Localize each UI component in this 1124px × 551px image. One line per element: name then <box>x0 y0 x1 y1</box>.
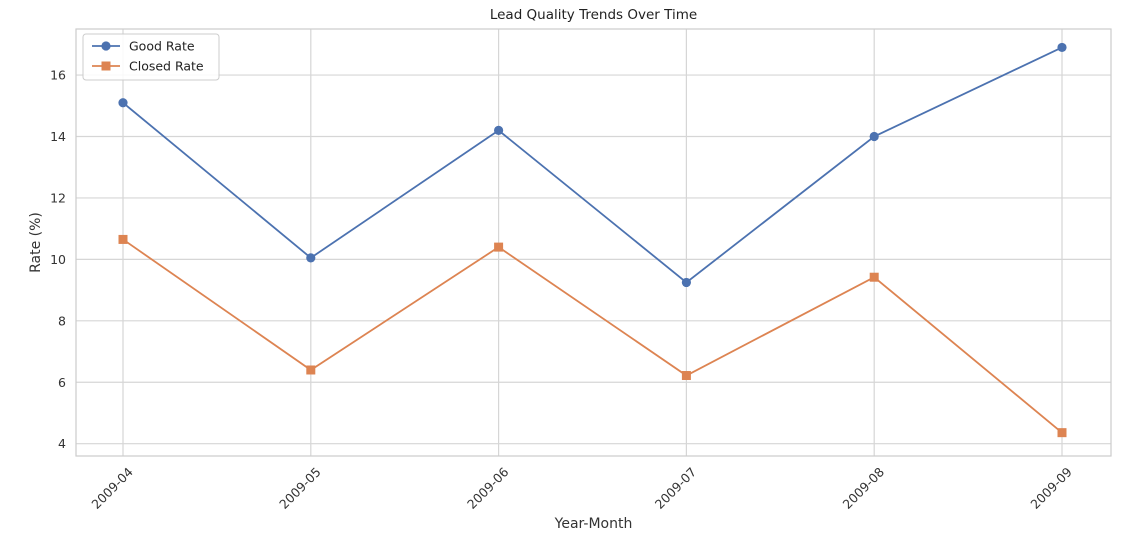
y-tick-label: 12 <box>50 190 66 205</box>
y-tick-labels: 4 6 8 10 12 14 16 <box>50 68 66 452</box>
x-axis-label: Year-Month <box>554 516 633 532</box>
x-tick-label: 2009-05 <box>276 464 324 512</box>
x-tick-label: 2009-08 <box>840 464 888 512</box>
data-point <box>1057 42 1067 53</box>
data-point <box>306 365 316 375</box>
data-point <box>1057 428 1067 438</box>
y-tick-label: 10 <box>50 252 66 267</box>
series-closed-rate <box>118 234 1067 438</box>
legend-item: Good Rate <box>92 39 195 54</box>
y-tick-label: 8 <box>58 313 66 328</box>
y-tick-label: 6 <box>58 375 66 390</box>
legend: Good Rate Closed Rate <box>82 33 220 81</box>
data-point <box>869 131 879 142</box>
data-point <box>306 253 316 263</box>
data-point <box>494 242 504 252</box>
series-layer <box>118 42 1067 438</box>
x-tick-label: 2009-06 <box>464 464 512 512</box>
y-tick-label: 14 <box>50 129 66 144</box>
grid <box>76 29 1111 456</box>
series-line <box>122 46 1063 284</box>
legend-label: Closed Rate <box>129 59 204 74</box>
data-point <box>494 125 504 135</box>
x-tick-label: 2009-09 <box>1027 464 1075 512</box>
legend-marker <box>101 61 111 71</box>
series-good-rate <box>118 42 1067 288</box>
y-axis-label: Rate (%) <box>28 212 44 273</box>
x-tick-label: 2009-04 <box>88 464 136 512</box>
y-tick-label: 16 <box>50 68 66 83</box>
data-point <box>869 272 879 282</box>
legend-label: Good Rate <box>129 39 195 54</box>
data-point <box>118 234 128 244</box>
legend-marker <box>101 41 111 51</box>
x-tick-labels: 2009-04 2009-05 2009-06 2009-07 2009-08 2009-… <box>88 464 1075 512</box>
plot-frame <box>75 28 1112 457</box>
legend-item: Closed Rate <box>92 59 204 74</box>
data-point <box>118 98 128 108</box>
chart-title: Lead Quality Trends Over Time <box>490 7 697 23</box>
data-point <box>681 277 692 288</box>
y-tick-label: 4 <box>58 436 66 451</box>
series-line <box>122 238 1063 434</box>
data-point <box>681 371 691 381</box>
x-tick-label: 2009-07 <box>652 464 700 512</box>
